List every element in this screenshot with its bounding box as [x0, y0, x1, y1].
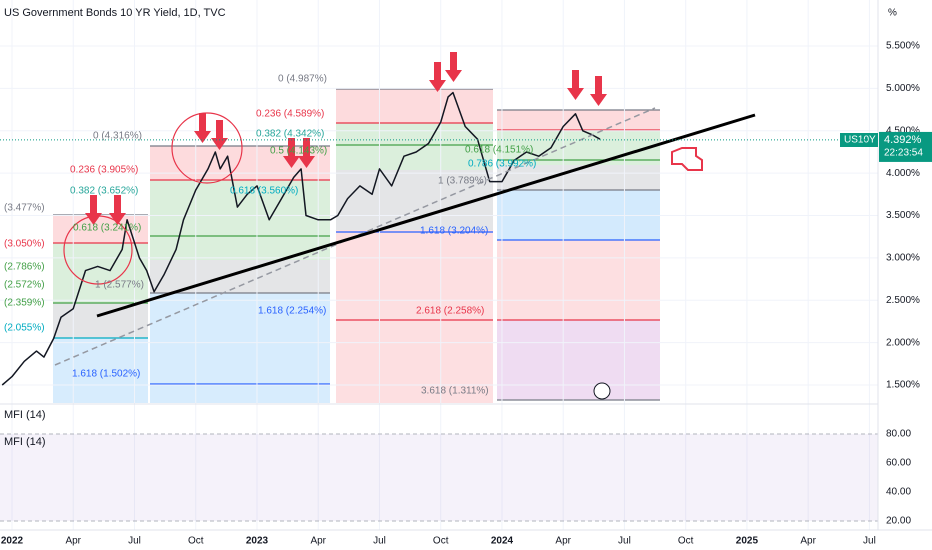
- y-tick-label: 5.000%: [886, 83, 920, 94]
- symbol: US10Y: [844, 135, 876, 146]
- dashed-trend: [54, 107, 656, 366]
- fib-label: 1 (3.789%): [438, 176, 487, 187]
- y-tick-label: 3.500%: [886, 210, 920, 221]
- fib-label: 0.236 (3.905%): [70, 165, 138, 176]
- fib-label: (2.786%): [4, 262, 45, 273]
- fib-label: 0.618 (3.560%): [230, 186, 298, 197]
- x-tick-label: Apr: [555, 536, 571, 547]
- y-tick-label: 80.00: [886, 429, 911, 440]
- plot: [1, 91, 601, 386]
- x-tick-label: Jul: [618, 536, 631, 547]
- mfi-band: [0, 434, 878, 521]
- y-tick-label: 2.500%: [886, 295, 920, 306]
- y-tick-label: 3.000%: [886, 253, 920, 264]
- fib-zones: [53, 88, 660, 403]
- fib-label: 0.5 (4.143%): [270, 146, 327, 157]
- fib-label: 3.618 (1.311%): [421, 386, 489, 397]
- x-tick-label: Jul: [373, 536, 386, 547]
- countdown: 22:23:54: [884, 148, 923, 159]
- fib-label: 0.382 (3.652%): [70, 186, 138, 197]
- fib-label: 0.382 (4.342%): [256, 129, 324, 140]
- fib-label: 1.618 (1.502%): [72, 369, 140, 380]
- event-icon[interactable]: [593, 382, 611, 400]
- y-tick-label: 40.00: [886, 487, 911, 498]
- y-tick-label: 60.00: [886, 458, 911, 469]
- arrows: [85, 52, 703, 225]
- x-tick-label: 2023: [246, 536, 269, 547]
- fib-label: 1.618 (2.254%): [258, 306, 326, 317]
- price-line: [1, 91, 601, 386]
- trendline: [96, 113, 756, 318]
- fib-label: 2.618 (2.258%): [416, 306, 484, 317]
- last-price-box: [879, 131, 932, 162]
- fib-label: (3.477%): [4, 203, 45, 214]
- y-tick-label: 5.500%: [886, 41, 920, 52]
- fib-label: 0.786 (3.992%): [468, 159, 536, 170]
- fib-label: (3.050%): [4, 239, 45, 250]
- pane-label: MFI (14): [4, 409, 46, 421]
- x-tick-label: 2022: [1, 536, 24, 547]
- x-tick-label: Apr: [800, 536, 816, 547]
- fib-label: (2.055%): [4, 323, 45, 334]
- x-tick-label: Apr: [65, 536, 81, 547]
- price-tag: 4.392% 22:23:54: [0, 131, 932, 162]
- y-tick-label: 1.500%: [886, 380, 920, 391]
- y-tick-label: 2.000%: [886, 337, 920, 348]
- x-tick-label: 2024: [491, 536, 514, 547]
- x-tick-label: Oct: [678, 536, 694, 547]
- pane-title: MFI (14): [4, 436, 46, 448]
- x-tick-label: Jul: [863, 536, 876, 547]
- x-tick-label: Oct: [188, 536, 204, 547]
- last-price: 4.392%: [884, 134, 922, 146]
- fib-label: 0.236 (4.589%): [256, 109, 324, 120]
- chart-title: US Government Bonds 10 YR Yield, 1D, TVC: [4, 7, 226, 19]
- fib-labels: (3.477%) 0.618 (3.241%) (3.050%) (2.786%…: [4, 74, 536, 397]
- fib-label: (2.359%): [4, 298, 45, 309]
- unit-label: %: [888, 8, 897, 19]
- y-tick-label: 20.00: [886, 516, 911, 527]
- fib-label: 0 (4.987%): [278, 74, 327, 85]
- fib-label: 1 (2.577%): [95, 280, 144, 291]
- x-tick-label: Apr: [310, 536, 326, 547]
- x-tick-label: Jul: [128, 536, 141, 547]
- fib-label: 0.618 (4.151%): [465, 145, 533, 156]
- fib-label: (2.572%): [4, 280, 45, 291]
- y-tick-label: 4.500%: [886, 125, 920, 136]
- x-tick-label: Oct: [433, 536, 449, 547]
- fib-label: 1.618 (3.204%): [420, 226, 488, 237]
- fib-label: 0 (4.316%): [93, 131, 142, 142]
- fib-label: 0.618 (3.241%): [73, 223, 141, 234]
- x-tick-label: 2025: [736, 536, 759, 547]
- y-tick-label: 4.000%: [886, 168, 920, 179]
